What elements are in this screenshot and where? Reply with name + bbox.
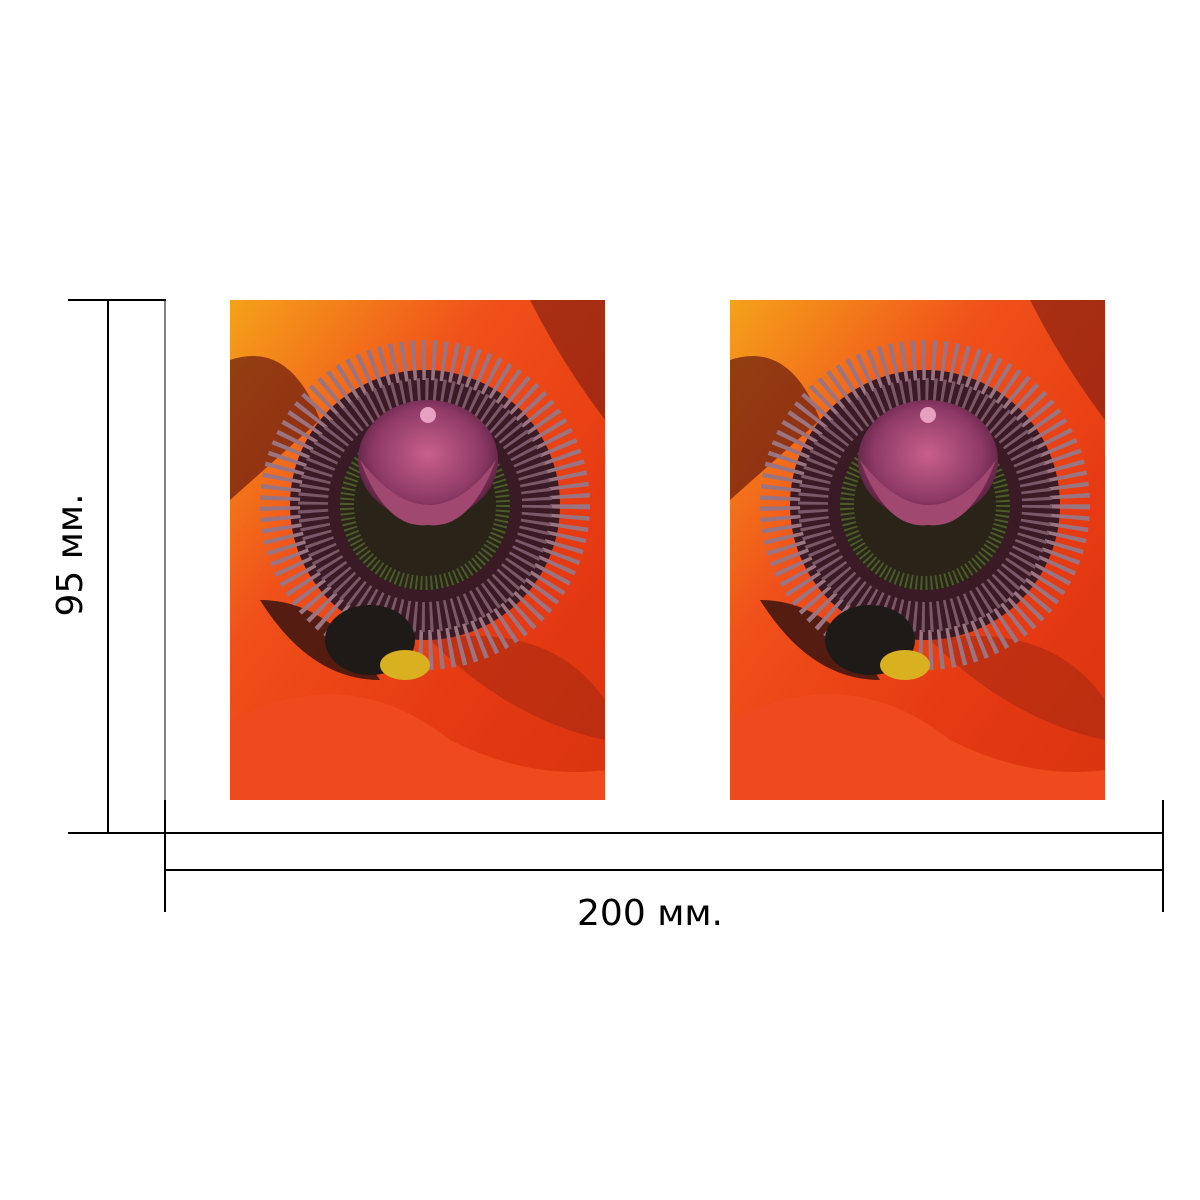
width-dimension: 200 мм. xyxy=(164,800,1164,934)
product-photo-right xyxy=(730,300,1105,800)
height-dimension: 95 мм. xyxy=(50,299,166,834)
width-label: 200 мм. xyxy=(577,893,723,934)
product-photo-left xyxy=(230,300,605,800)
height-label: 95 мм. xyxy=(50,493,91,616)
